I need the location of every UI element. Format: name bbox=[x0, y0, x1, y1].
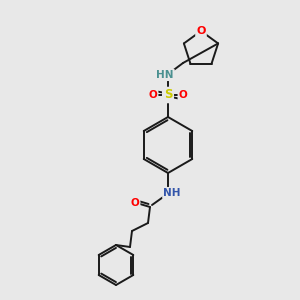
Text: NH: NH bbox=[163, 188, 181, 198]
Text: O: O bbox=[196, 26, 206, 36]
Text: S: S bbox=[164, 88, 172, 101]
Text: HN: HN bbox=[156, 70, 174, 80]
Text: O: O bbox=[130, 198, 140, 208]
Text: O: O bbox=[178, 90, 188, 100]
Text: O: O bbox=[148, 90, 158, 100]
